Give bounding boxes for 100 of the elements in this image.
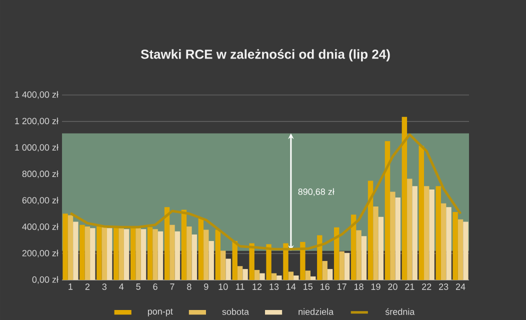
x-tick-label: 23 — [439, 283, 448, 290]
y-tick-label: 1 000,00 zł — [15, 144, 58, 152]
bar — [73, 222, 78, 280]
bar — [418, 146, 424, 280]
y-tick-label: 0,00 zł — [32, 276, 58, 284]
bar — [90, 228, 96, 280]
x-tick-label: 8 — [187, 283, 192, 290]
x-tick-label: 20 — [388, 283, 398, 290]
bar — [361, 236, 367, 280]
x-tick-label: 4 — [119, 283, 124, 290]
chart-title: Stawki RCE w zależności od dnia (lip 24) — [140, 48, 390, 62]
x-tick-label: 10 — [218, 283, 228, 290]
bar — [294, 275, 299, 280]
bar — [327, 268, 333, 280]
bar — [463, 222, 468, 280]
legend-label: niedziela — [298, 308, 334, 315]
bar — [378, 216, 384, 280]
y-tick-label: 800,00 zł — [22, 170, 58, 178]
y-tick-label: 1 400,00 zł — [15, 90, 58, 99]
bar — [276, 275, 282, 280]
bar — [395, 197, 401, 280]
bar — [204, 230, 209, 280]
bar — [424, 186, 430, 280]
bar — [68, 215, 74, 280]
bar — [170, 224, 175, 280]
bar — [84, 226, 90, 280]
bar — [158, 231, 164, 280]
x-tick-label: 5 — [136, 283, 140, 290]
bar — [260, 273, 265, 280]
y-tick-label: 400,00 zł — [22, 223, 58, 231]
bar — [147, 226, 153, 280]
bar — [305, 270, 311, 280]
x-tick-label: 22 — [422, 283, 432, 290]
bar — [339, 251, 344, 280]
bar — [288, 271, 294, 280]
bar — [356, 230, 362, 280]
bar — [452, 212, 458, 280]
bar — [242, 268, 248, 280]
bar — [192, 234, 198, 280]
bar — [164, 207, 170, 280]
bar — [283, 243, 288, 280]
bar — [118, 228, 124, 280]
bar — [208, 240, 214, 280]
bar — [220, 250, 226, 280]
x-tick-label: 19 — [371, 283, 380, 290]
bar — [322, 260, 328, 280]
bar — [402, 116, 408, 280]
bar — [114, 226, 119, 280]
bar — [271, 273, 277, 280]
bar — [266, 244, 272, 280]
x-tick-label: 14 — [286, 283, 296, 290]
x-tick-label: 12 — [252, 283, 262, 290]
bar — [407, 178, 412, 280]
bar — [350, 214, 356, 280]
bar — [300, 242, 306, 280]
bar — [310, 276, 316, 280]
x-tick-label: 11 — [236, 283, 244, 290]
x-tick-label: 1 — [68, 283, 73, 290]
bar — [136, 228, 141, 280]
bar — [198, 218, 204, 280]
bar — [237, 266, 243, 280]
legend-label: średnia — [385, 308, 415, 315]
y-tick-label: 600,00 zł — [22, 196, 58, 204]
bar — [317, 235, 322, 280]
bar — [124, 228, 130, 280]
bar — [458, 219, 464, 280]
x-tick-label: 6 — [153, 283, 158, 290]
bar — [102, 226, 108, 280]
bar — [130, 226, 136, 280]
y-tick-label: 1 200,00 zł — [15, 117, 58, 126]
bar — [446, 207, 452, 280]
legend-label: pon-pt — [148, 308, 173, 316]
bar — [215, 230, 221, 280]
bar — [140, 228, 146, 280]
bar — [232, 240, 238, 280]
x-tick-label: 21 — [405, 283, 414, 290]
bar — [107, 228, 112, 280]
bar — [181, 210, 187, 280]
bar — [174, 231, 180, 280]
x-tick-label: 3 — [102, 283, 107, 290]
bar — [384, 140, 390, 280]
bar — [440, 203, 446, 280]
bar — [412, 186, 418, 280]
x-tick-label: 15 — [304, 283, 313, 290]
bar — [390, 192, 396, 280]
x-tick-label: 9 — [204, 283, 208, 290]
x-tick-label: 17 — [338, 283, 346, 290]
bar — [429, 189, 434, 280]
x-tick-label: 2 — [85, 283, 90, 290]
bar — [344, 252, 350, 280]
legend-label: sobota — [222, 308, 249, 315]
x-tick-label: 13 — [270, 283, 279, 290]
y-tick-label: 200,00 zł — [22, 250, 58, 258]
band-label: 890,68 zł — [298, 188, 334, 196]
bar — [368, 180, 374, 280]
bar — [436, 186, 441, 280]
bar — [249, 243, 254, 280]
x-tick-label: 18 — [354, 283, 364, 290]
bar — [226, 258, 231, 280]
bar — [373, 206, 378, 280]
